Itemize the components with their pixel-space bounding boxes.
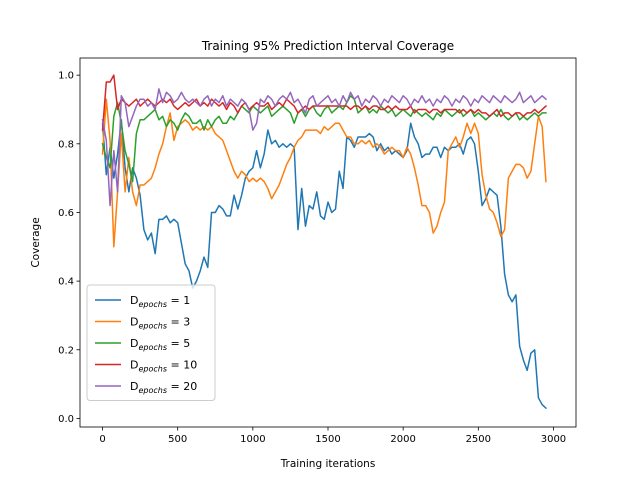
series-line-0 (101, 119, 547, 410)
x-tick-label: 2000 (390, 434, 415, 445)
x-tick-label: 2500 (466, 434, 491, 445)
y-axis-ticks: 0.0 0.2 0.4 0.6 0.8 1.0 (58, 71, 80, 425)
series-lines (101, 74, 547, 410)
legend-entry-3: Depochs = 10 (130, 359, 197, 374)
x-axis-label: Training iterations (280, 458, 376, 470)
legend: Depochs = 1 Depochs = 3 Depochs = 5 Depochs… (86, 284, 216, 401)
x-tick-label: 1500 (315, 434, 340, 445)
x-tick-label: 500 (168, 434, 187, 445)
x-axis-ticks: 0 500 1000 1500 2000 2500 3000 (99, 427, 566, 445)
x-tick-label: 3000 (541, 434, 566, 445)
y-tick-label: 0.4 (58, 277, 74, 288)
legend-entry-1: Depochs = 3 (130, 316, 190, 331)
y-tick-label: 0.6 (58, 208, 74, 219)
chart-title: Training 95% Prediction Interval Coverag… (201, 39, 454, 53)
x-tick-label: 0 (99, 434, 105, 445)
x-tick-label: 1000 (240, 434, 265, 445)
series-line-1 (101, 98, 547, 248)
series-line-4 (101, 88, 547, 207)
y-tick-label: 1.0 (58, 71, 74, 82)
y-axis-label: Coverage (30, 217, 42, 267)
legend-box (86, 284, 216, 401)
series-line-3 (101, 74, 547, 131)
legend-entry-4: Depochs = 20 (130, 380, 197, 395)
series-line-2 (101, 95, 547, 183)
legend-entry-0: Depochs = 1 (130, 294, 190, 309)
y-tick-label: 0.0 (58, 414, 74, 425)
legend-entry-2: Depochs = 5 (130, 337, 190, 352)
y-tick-label: 0.8 (58, 139, 74, 150)
y-tick-label: 0.2 (58, 345, 74, 356)
